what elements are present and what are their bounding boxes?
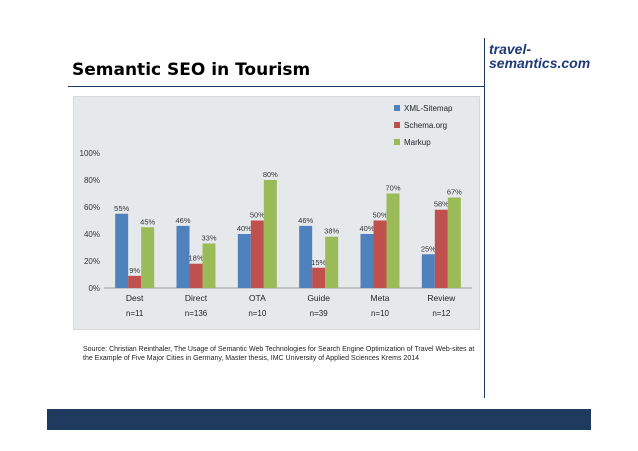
data-label: 40% [237,224,252,233]
data-label: 70% [385,184,400,193]
bar-markup [447,197,461,288]
logo-line-2: semantics.com [489,55,591,71]
category-label: Dest [126,293,144,303]
data-label: 45% [140,217,155,226]
category-label: Direct [185,293,208,303]
sample-size-label: n=12 [432,309,451,318]
data-label: 50% [372,211,387,220]
category-label: Guide [307,293,330,303]
bar-chart: 0% 20% 40% 60% 80% 100% 55% 9% 45% Dest n=11 46% 18%… [80,104,472,318]
bar-markup [263,180,277,288]
legend-swatch [394,122,400,128]
brand-logo: travel- semantics.com [489,42,590,70]
legend-label: XML-Sitemap [404,104,453,113]
y-tick-label: 80% [84,176,100,185]
y-tick-label: 40% [84,230,100,239]
sample-size-label: n=136 [185,309,208,318]
legend-label: Markup [404,138,431,147]
bar-xml-sitemap [360,234,374,288]
bar-schema-org [189,263,203,288]
category-label: OTA [249,293,266,303]
data-label: 46% [175,216,190,225]
bar-xml-sitemap [115,213,129,288]
sample-size-label: n=10 [371,309,390,318]
bar-schema-org [373,220,387,288]
bar-schema-org [434,209,448,288]
data-label: 9% [129,266,140,275]
bar-schema-org [312,267,326,288]
category-label: Review [427,293,456,303]
logo-line-1: travel- [489,41,532,57]
data-label: 33% [201,233,216,242]
legend-swatch [394,105,400,111]
bar-schema-org [250,220,264,288]
legend-swatch [394,139,400,145]
sample-size-label: n=11 [126,309,144,318]
bar-xml-sitemap [299,225,313,288]
y-tick-label: 60% [84,203,100,212]
bar-xml-sitemap [176,225,190,288]
data-label: 58% [434,200,449,209]
title-divider [68,86,484,87]
chart-panel: 0% 20% 40% 60% 80% 100% 55% 9% 45% Dest n=11 46% 18%… [73,96,480,330]
data-label: 55% [114,204,129,213]
data-label: 15% [311,258,326,267]
slide-title: Semantic SEO in Tourism [72,60,311,80]
bar-schema-org [128,275,142,288]
sample-size-label: n=39 [310,309,329,318]
sample-size-label: n=10 [248,309,267,318]
y-tick-label: 0% [88,284,100,293]
data-label: 50% [250,211,265,220]
legend-label: Schema.org [404,121,447,130]
source-citation: Source: Christian Reinthaler, The Usage … [83,346,475,362]
category-label: Meta [371,293,390,303]
vertical-divider [484,38,485,398]
bar-markup [386,193,400,288]
data-label: 38% [324,227,339,236]
footer-bar [47,409,591,430]
bar-xml-sitemap [237,234,251,288]
bar-xml-sitemap [421,254,435,288]
data-label: 80% [263,170,278,179]
y-tick-label: 20% [84,257,100,266]
data-label: 67% [447,188,462,197]
data-label: 18% [188,254,203,263]
y-tick-label: 100% [80,149,100,158]
bar-markup [325,236,339,288]
data-label: 25% [421,244,436,253]
data-label: 40% [359,224,374,233]
bar-markup [202,243,216,288]
bar-markup [141,227,155,288]
data-label: 46% [298,216,313,225]
